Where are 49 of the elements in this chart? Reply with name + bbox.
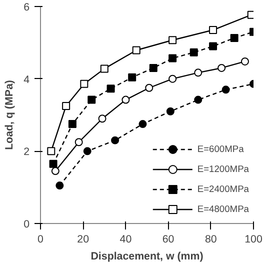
point (194, 96, 202, 104)
point (106, 84, 115, 93)
point (68, 120, 76, 128)
point (190, 48, 198, 56)
x-tick-label: 100 (244, 234, 262, 246)
point (149, 64, 158, 72)
y-axis-title: Load, q (MPa) (4, 80, 16, 150)
point (240, 57, 249, 66)
point (168, 54, 177, 62)
y-tick-label: 6 (24, 2, 30, 14)
x-tick-label: 60 (162, 234, 174, 246)
point (51, 167, 60, 176)
point (83, 147, 92, 156)
point (138, 120, 147, 128)
point (145, 84, 154, 92)
legend-label: E=4800MPa (197, 204, 249, 214)
x-tick-label: 0 (38, 234, 44, 246)
point (100, 64, 108, 73)
point (194, 68, 202, 77)
point (47, 147, 56, 156)
point (168, 74, 177, 83)
point (49, 160, 58, 168)
point (166, 107, 174, 116)
x-tick-label: 80 (204, 234, 217, 246)
point (80, 80, 88, 88)
point (132, 46, 140, 54)
point (222, 86, 230, 94)
x-tick-label: 20 (77, 234, 90, 246)
point (230, 34, 238, 42)
x-tick-label: 40 (120, 234, 132, 246)
y-tick-label: 2 (24, 146, 30, 158)
point (88, 96, 96, 104)
point (122, 96, 130, 104)
y-tick-label: 0 (24, 218, 30, 230)
point (56, 182, 64, 190)
point (209, 26, 218, 34)
point (74, 138, 83, 146)
point (62, 102, 70, 110)
y-tick-label: 4 (24, 74, 30, 86)
point (209, 42, 218, 50)
legend-label: E=600MPa (197, 144, 244, 154)
legend-label: E=2400MPa (197, 184, 249, 194)
point (128, 73, 136, 82)
point (218, 64, 226, 72)
legend-label: E=1200MPa (197, 164, 249, 174)
point (168, 36, 177, 44)
point (111, 136, 120, 144)
x-axis-title: Displacement, w (mm) (90, 250, 204, 262)
point (98, 114, 106, 123)
